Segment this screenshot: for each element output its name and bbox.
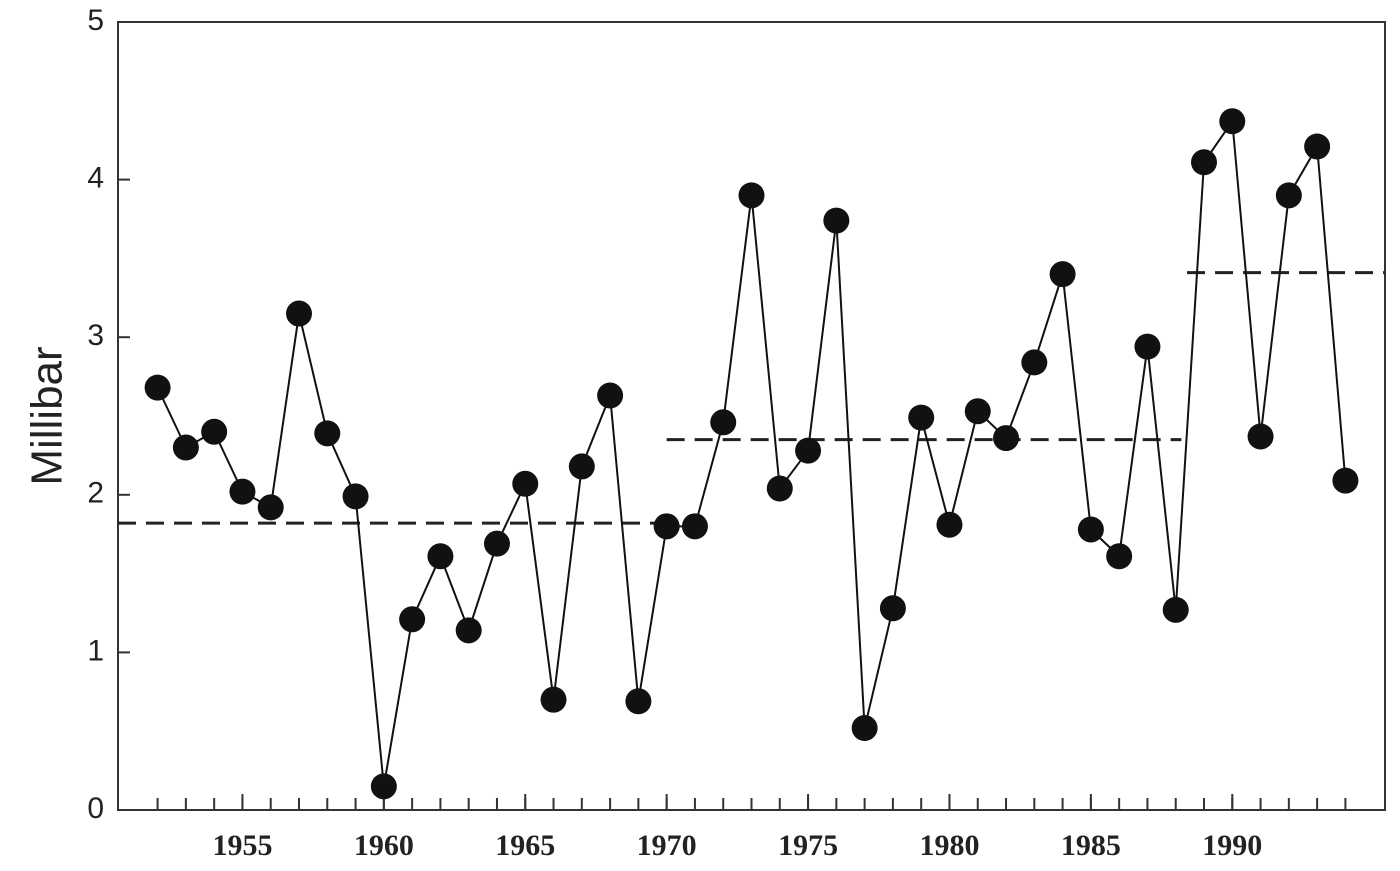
data-point	[823, 207, 850, 234]
plot-frame	[117, 21, 1386, 811]
data-point	[1077, 516, 1104, 543]
data-point	[229, 478, 256, 505]
data-point	[370, 773, 397, 800]
data-point	[568, 453, 595, 480]
data-point	[257, 494, 284, 521]
data-point	[1134, 333, 1161, 360]
data-point	[1332, 467, 1359, 494]
data-point	[1275, 182, 1302, 209]
data-point	[766, 475, 793, 502]
data-point	[399, 606, 426, 633]
data-point	[540, 686, 567, 713]
data-point	[936, 511, 963, 538]
x-tick-label: 1955	[212, 829, 272, 862]
data-point	[201, 418, 228, 445]
y-tick-label: 3	[87, 319, 104, 352]
x-tick-label: 1980	[919, 829, 979, 862]
data-point	[286, 300, 312, 327]
y-tick-label: 4	[87, 162, 104, 195]
data-point	[1106, 543, 1133, 570]
data-point	[342, 483, 369, 510]
data-point	[738, 182, 765, 209]
y-tick-label: 1	[87, 634, 104, 667]
x-tick-label: 1990	[1202, 829, 1262, 862]
data-point	[483, 530, 510, 557]
data-point	[427, 543, 454, 570]
data-point	[455, 617, 482, 644]
data-point	[993, 425, 1020, 452]
data-point	[144, 374, 171, 401]
data-point	[625, 688, 652, 715]
data-point	[1162, 596, 1189, 623]
data-point	[879, 595, 906, 622]
y-tick-label: 0	[87, 792, 104, 825]
data-point	[512, 470, 539, 497]
data-point	[1304, 133, 1331, 160]
x-tick-label: 1965	[495, 829, 555, 862]
data-point	[710, 409, 737, 436]
data-point	[1247, 423, 1274, 450]
x-tick-label: 1960	[354, 829, 414, 862]
data-point	[964, 398, 991, 425]
data-point	[681, 513, 708, 540]
data-point	[795, 437, 822, 464]
data-point	[1049, 261, 1076, 288]
data-point	[1219, 108, 1246, 135]
data-point	[1191, 149, 1217, 176]
data-point	[851, 715, 878, 742]
x-tick-label: 1975	[778, 829, 838, 862]
data-point	[1021, 349, 1048, 376]
data-point	[314, 420, 341, 447]
data-point	[172, 434, 199, 461]
data-point	[908, 404, 935, 431]
data-point	[653, 513, 680, 540]
series-line	[156, 118, 1347, 787]
y-axis-label: Millibar	[23, 346, 72, 485]
x-tick-label: 1970	[637, 829, 697, 862]
x-tick-label: 1985	[1061, 829, 1121, 862]
data-point	[597, 382, 624, 409]
y-tick-label: 2	[87, 477, 104, 510]
y-tick-label: 5	[87, 4, 104, 37]
